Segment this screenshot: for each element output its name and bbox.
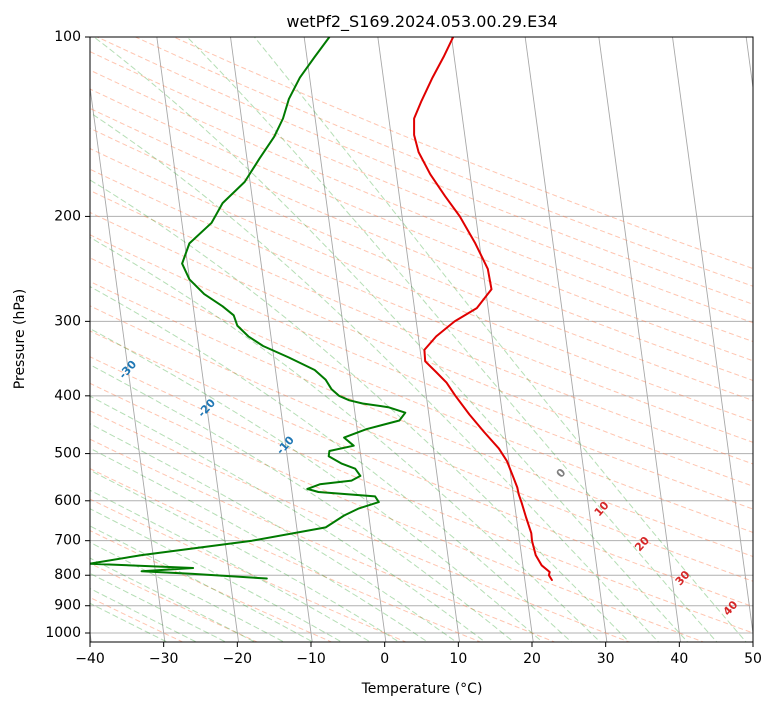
- x-tick-label: 10: [449, 651, 467, 667]
- moist-adiabat-line: [90, 469, 400, 642]
- y-tick-label: 600: [54, 493, 81, 509]
- dry-adiabat-line: [90, 468, 482, 642]
- x-tick-label: 0: [380, 651, 389, 667]
- temperature-line: [413, 37, 553, 581]
- isotherm-line: [451, 37, 534, 642]
- y-tick-label: 300: [54, 313, 81, 329]
- dry-adiabat-line: [90, 190, 753, 465]
- isotherm-line: [598, 37, 682, 642]
- y-tick-label: 400: [54, 388, 81, 404]
- isotherm-line: [672, 37, 753, 637]
- y-tick-label: 900: [54, 598, 81, 614]
- dry-adiabat-line: [90, 596, 184, 642]
- moist-adiabat-line: [90, 541, 286, 642]
- moist-adiabat-line: [90, 423, 458, 642]
- moist-adiabat-line: [90, 364, 515, 642]
- isotherm-line: [524, 37, 608, 642]
- dry-adiabat-line: [90, 211, 753, 487]
- dry-adiabat-line: [90, 147, 753, 422]
- moist-adiabat-line: [90, 327, 544, 642]
- chart-title: wetPf2_S169.2024.053.00.29.E34: [286, 12, 557, 32]
- moist-adiabat-line: [90, 557, 256, 642]
- dry-adiabat-line: [90, 257, 753, 533]
- dry-adiabat-line: [90, 410, 631, 642]
- dry-adiabat-line: [90, 168, 753, 443]
- x-tick-label: −10: [296, 651, 326, 667]
- dewpoint-line: [90, 37, 407, 580]
- moist-adiabat-line: [90, 111, 660, 642]
- moist-adiabat-line: [90, 447, 429, 642]
- x-axis-label: Temperature (°C): [361, 681, 483, 697]
- x-tick-label: 30: [597, 651, 615, 667]
- moist-adiabat-line: [90, 489, 372, 642]
- x-tick-label: −30: [149, 651, 179, 667]
- y-tick-label: 700: [54, 533, 81, 549]
- background-lines: [90, 37, 753, 642]
- y-tick-label: 200: [54, 208, 81, 224]
- y-tick-label: 800: [54, 567, 81, 583]
- dry-adiabat-line: [90, 330, 753, 608]
- x-tick-label: −40: [75, 651, 105, 667]
- dry-adiabat-line: [90, 438, 557, 642]
- axes: −40 −30 −20 −10 0 10 20 30 40 50 100 200 300 400 500 60…: [45, 29, 762, 667]
- x-tick-label: 50: [744, 651, 762, 667]
- isotherm-line: [90, 84, 166, 642]
- moist-adiabat-line: [186, 37, 718, 642]
- y-tick-label: 500: [54, 446, 81, 462]
- isotherm-line: [303, 37, 387, 642]
- profile-lines: [90, 37, 553, 581]
- dry-adiabat-line: [90, 530, 333, 642]
- y-tick-label: 1000: [45, 625, 81, 641]
- y-axis-label: Pressure (hPa): [12, 289, 28, 389]
- x-tick-label: 40: [670, 651, 688, 667]
- dry-adiabat-line: [90, 280, 753, 558]
- moist-adiabat-line: [93, 37, 689, 642]
- dry-adiabat-line: [90, 498, 408, 642]
- moist-adiabat-line: [90, 179, 631, 642]
- moist-adiabat-line: [90, 395, 486, 642]
- y-tick-label: 100: [54, 29, 81, 45]
- x-tick-label: 20: [523, 651, 541, 667]
- moist-adiabat-line: [90, 587, 198, 642]
- moist-adiabat-line: [90, 236, 601, 642]
- plot-background: [90, 37, 753, 642]
- plot-frame: [89, 36, 754, 643]
- moist-adiabat-line: [90, 285, 573, 642]
- isotherm-line: [377, 37, 461, 642]
- moist-adiabat-line: [254, 37, 747, 642]
- x-tick-label: −20: [223, 651, 253, 667]
- moist-adiabat-line: [90, 525, 314, 642]
- isotherm-line: [230, 37, 313, 642]
- moist-adiabat-line: [90, 572, 227, 642]
- dry-adiabat-line: [90, 356, 753, 634]
- dry-adiabat-line: [90, 382, 705, 642]
